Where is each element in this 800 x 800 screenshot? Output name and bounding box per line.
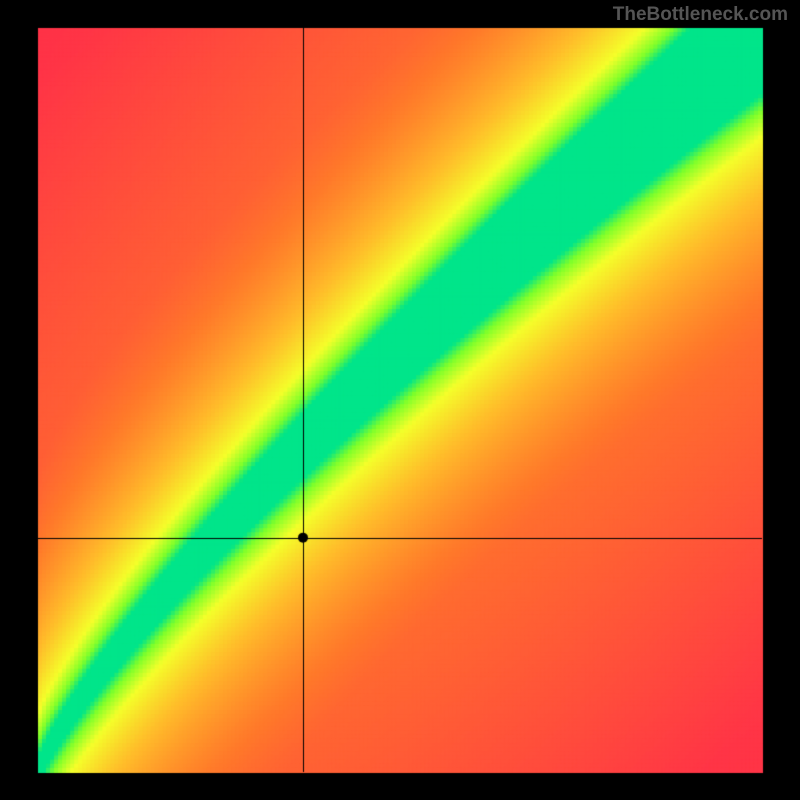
bottleneck-heatmap xyxy=(0,0,800,800)
watermark-text: TheBottleneck.com xyxy=(613,4,788,26)
chart-container: TheBottleneck.com xyxy=(0,0,800,800)
